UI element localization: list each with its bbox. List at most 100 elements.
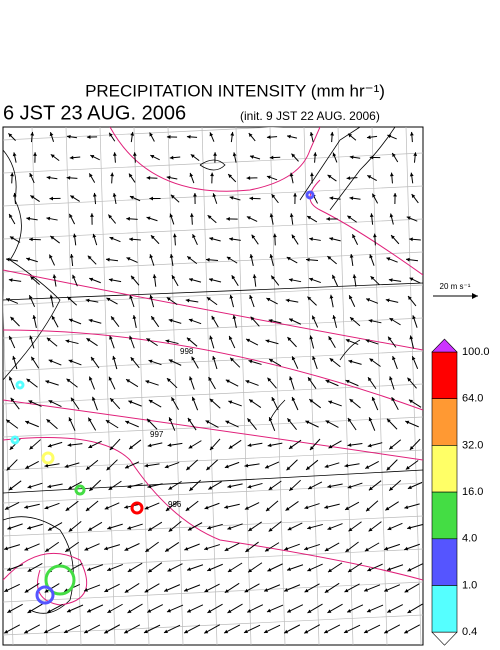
isobar xyxy=(3,437,423,581)
wind-arrow-head xyxy=(126,257,131,261)
wind-arrow-head xyxy=(104,505,109,510)
wind-arrow-head xyxy=(68,485,73,490)
wind-arrow-head xyxy=(326,217,330,221)
wind-arrow-head xyxy=(246,216,251,220)
wind-arrow-head xyxy=(289,172,294,177)
wind-arrow-head xyxy=(408,399,413,404)
graticule xyxy=(65,127,82,645)
wind-arrow-head xyxy=(349,254,354,258)
colorbar-segment xyxy=(431,445,458,493)
title: PRECIPITATION INTENSITY (mm hr⁻¹) xyxy=(85,81,385,100)
wind-arrow-head xyxy=(345,379,350,384)
wind-arrow-head xyxy=(132,152,137,156)
wind-arrow-head xyxy=(328,336,333,341)
wind-arrow-head xyxy=(88,417,92,422)
wind-arrow-head xyxy=(109,446,114,450)
wind-arrow-head xyxy=(165,339,170,344)
colorbar-segment xyxy=(431,351,458,400)
wind-arrow-head xyxy=(205,420,210,424)
wind-arrow-head xyxy=(209,277,213,282)
wind-arrow-head xyxy=(409,446,414,450)
wind-arrow-head xyxy=(144,463,149,468)
wind-arrow-head xyxy=(9,214,13,219)
wind-arrow-head xyxy=(267,377,272,382)
wind-arrow-head xyxy=(268,527,273,532)
colorbar-segment xyxy=(431,398,458,446)
wind-arrow-head xyxy=(204,588,209,593)
wind-arrow-head xyxy=(48,400,53,404)
wind-arrow-head xyxy=(366,507,370,512)
wind-arrow-head xyxy=(230,357,234,362)
wind-arrow-head xyxy=(266,135,271,140)
wind-arrow-head xyxy=(407,525,412,530)
wind-arrow-head xyxy=(112,355,116,360)
wind-arrow-head xyxy=(365,465,370,469)
wind-arrow-head xyxy=(224,464,229,469)
wind-arrow-head xyxy=(166,135,171,139)
wind-arrow-head xyxy=(191,356,196,361)
wind-arrow-head xyxy=(312,315,316,320)
wind-arrow-head xyxy=(89,487,94,491)
wind-arrow-head xyxy=(389,486,394,491)
wind-arrow-head xyxy=(146,418,151,423)
wind-arrow-head xyxy=(166,378,171,382)
wind-arrow-head xyxy=(187,527,192,531)
wind-arrow-head xyxy=(404,505,409,510)
lat-line xyxy=(3,282,423,301)
graticule xyxy=(3,287,14,645)
wind-arrow-head xyxy=(26,216,31,221)
wind-arrow-head xyxy=(392,356,396,361)
wind-arrow-head xyxy=(25,465,30,469)
wind-arrow-head xyxy=(352,234,356,239)
wind-arrow-head xyxy=(147,484,152,489)
wind-arrow-head xyxy=(24,505,29,509)
wind-arrow-head xyxy=(287,526,292,531)
graticule xyxy=(269,127,286,645)
wind-arrow-head xyxy=(307,377,312,382)
wind-arrow-head xyxy=(370,276,375,281)
wind-arrow-head xyxy=(8,486,13,491)
wind-arrow-head xyxy=(127,484,132,489)
wind-arrow-head xyxy=(187,567,192,571)
wind-arrow-head xyxy=(244,463,249,468)
wind-arrow-head xyxy=(109,236,114,241)
wind-arrow-head xyxy=(249,399,254,404)
wind-arrow-head xyxy=(47,527,52,531)
wind-arrow-head xyxy=(10,397,15,402)
lat-line xyxy=(3,469,423,494)
wind-arrow-head xyxy=(246,176,251,180)
wind-arrow-head xyxy=(268,417,273,422)
wind-arrow-head xyxy=(327,568,332,573)
graticule xyxy=(235,127,252,645)
wind-arrow-head xyxy=(284,588,289,592)
wind-arrow-head xyxy=(226,217,230,221)
colorbar-label: 16.0 xyxy=(462,486,483,498)
wind-arrow-head xyxy=(205,257,210,262)
wind-arrow-head xyxy=(12,355,16,360)
precip-patch xyxy=(74,484,86,496)
wind-arrow-head xyxy=(386,418,391,423)
wind-arrow-head xyxy=(164,588,169,592)
wind-arrow-head xyxy=(285,506,290,511)
wind-arrow-head xyxy=(4,588,9,592)
wind-arrow-head xyxy=(304,588,309,593)
wind-arrow-head xyxy=(268,318,273,323)
wind-arrow-head xyxy=(127,526,132,530)
wind-arrow-head xyxy=(68,359,73,364)
wind-arrow-head xyxy=(324,505,329,509)
graticule xyxy=(3,317,423,339)
wind-arrow-head xyxy=(387,567,391,571)
wind-arrow-head xyxy=(148,568,153,573)
wind-arrow-head xyxy=(347,215,352,220)
wind-arrow-head xyxy=(304,546,309,551)
wind-arrow-head xyxy=(125,464,130,469)
wind-arrow-head xyxy=(387,609,392,613)
graticule xyxy=(337,127,354,645)
wind-arrow-head xyxy=(209,335,213,340)
wind-arrow-head xyxy=(305,420,310,425)
wind-arrow-head xyxy=(289,376,293,381)
wind-arrow-head xyxy=(104,588,109,592)
wind-arrow-head xyxy=(167,443,172,447)
wind-arrow-head xyxy=(212,193,217,198)
wind-arrow-head xyxy=(349,196,354,201)
